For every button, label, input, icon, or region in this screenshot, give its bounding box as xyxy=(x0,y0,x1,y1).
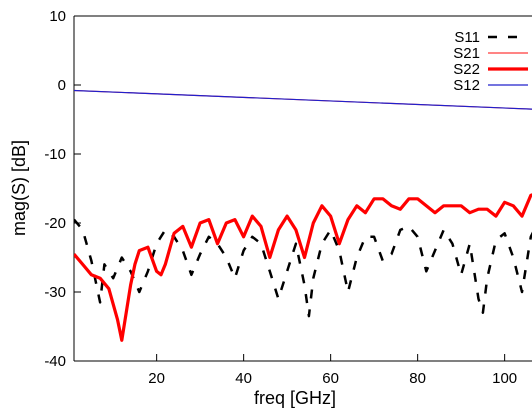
plot-area xyxy=(73,15,532,362)
y-tick-label: 10 xyxy=(49,8,66,25)
x-tick-label: 40 xyxy=(235,370,252,387)
x-tick-label: 60 xyxy=(322,370,339,387)
legend-label: S12 xyxy=(453,77,480,94)
y-tick-label: -40 xyxy=(44,353,66,370)
series-line-s22 xyxy=(74,193,532,342)
x-tick-label: 20 xyxy=(148,370,165,387)
y-tick-label: -10 xyxy=(44,146,66,163)
y-tick-label: 0 xyxy=(58,77,66,94)
legend-label: S22 xyxy=(453,61,480,78)
legend-label: S11 xyxy=(454,29,480,46)
series-line-s11 xyxy=(74,218,532,318)
x-tick-label: 80 xyxy=(409,370,426,387)
y-axis-ticks: 10 0 -10 -20 -30 -40 xyxy=(44,8,81,370)
y-tick-label: -20 xyxy=(44,215,66,232)
series-layer xyxy=(74,89,532,342)
y-axis-label: mag(S) [dB] xyxy=(9,140,29,236)
legend-label: S21 xyxy=(453,45,480,62)
y-tick-label: -30 xyxy=(44,284,66,301)
series-line-s12 xyxy=(74,89,532,110)
x-axis-label: freq [GHz] xyxy=(254,388,336,408)
x-tick-label: 100 xyxy=(492,370,517,387)
x-axis-ticks: 20 40 60 80 100 xyxy=(148,354,517,387)
